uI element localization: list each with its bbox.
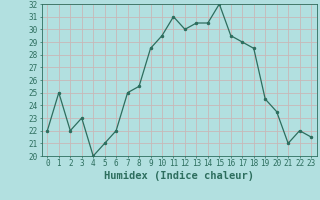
X-axis label: Humidex (Indice chaleur): Humidex (Indice chaleur) xyxy=(104,171,254,181)
